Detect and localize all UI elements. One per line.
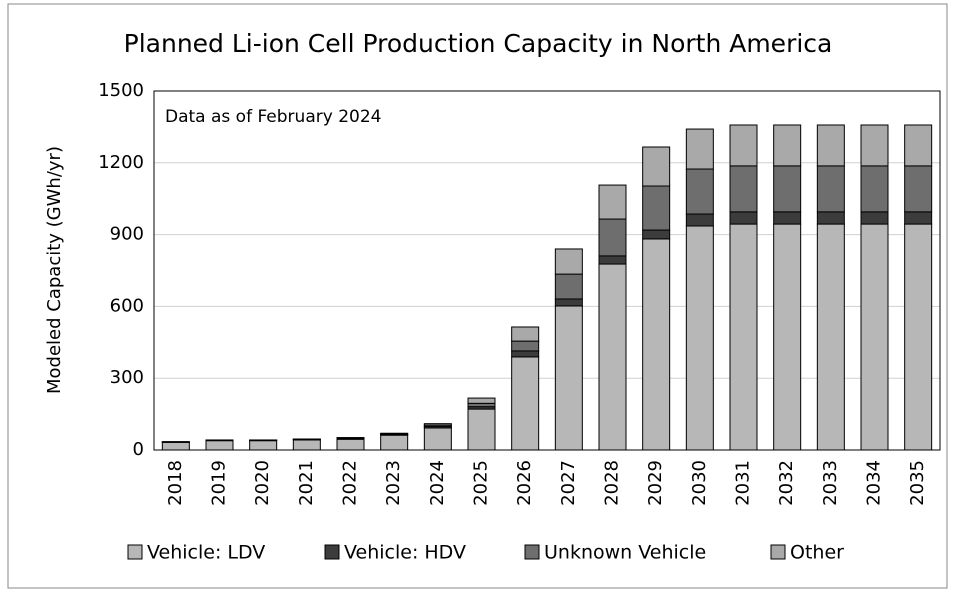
y-tick-label: 300 xyxy=(110,367,144,388)
bar-segment xyxy=(686,226,713,450)
legend-swatch xyxy=(525,545,539,559)
x-tick-label: 2035 xyxy=(907,460,928,506)
bar-segment xyxy=(905,166,932,212)
bar-segment xyxy=(730,224,757,450)
bar-segment xyxy=(817,166,844,212)
bar-segment xyxy=(337,439,364,450)
bar-segment xyxy=(206,441,233,450)
bar-segment xyxy=(643,230,670,239)
x-tick-label: 2029 xyxy=(645,460,666,506)
annotation: Data as of February 2024 xyxy=(165,107,381,127)
bar-segment xyxy=(861,125,888,166)
bar-segment xyxy=(381,435,408,450)
legend-label: Vehicle: HDV xyxy=(344,542,466,564)
bar-segment xyxy=(643,186,670,230)
bar-segment xyxy=(599,264,626,450)
bar-segment xyxy=(686,214,713,226)
bar-segment xyxy=(905,125,932,166)
bar-segment xyxy=(861,224,888,450)
bar-segment xyxy=(817,125,844,166)
bar-segment xyxy=(555,249,582,274)
bar-segment xyxy=(817,212,844,224)
bar-segment xyxy=(643,239,670,450)
bar-segment xyxy=(730,125,757,166)
bar-segment xyxy=(555,299,582,306)
x-tick-label: 2025 xyxy=(471,460,492,506)
bar-segment xyxy=(555,274,582,299)
bar-segment xyxy=(162,442,189,450)
bar-segment xyxy=(730,166,757,212)
x-tick-label: 2018 xyxy=(165,460,186,506)
bar-segment xyxy=(424,428,451,450)
y-tick-label: 900 xyxy=(110,224,144,245)
x-tick-label: 2023 xyxy=(383,460,404,506)
bar-segment xyxy=(555,306,582,450)
chart-title: Planned Li-ion Cell Production Capacity … xyxy=(124,29,833,58)
legend-label: Unknown Vehicle xyxy=(544,542,706,564)
x-tick-label: 2032 xyxy=(776,460,797,506)
y-tick-label: 600 xyxy=(110,295,144,316)
y-tick-label: 1200 xyxy=(98,152,144,173)
bar-segment xyxy=(686,169,713,214)
bar-segment xyxy=(686,129,713,169)
legend-label: Vehicle: LDV xyxy=(147,542,265,564)
bar-segment xyxy=(512,327,539,341)
x-tick-label: 2033 xyxy=(820,460,841,506)
bar-segment xyxy=(512,357,539,450)
bar-segment xyxy=(905,212,932,224)
bar-segment xyxy=(512,341,539,351)
bar-segment xyxy=(643,147,670,186)
bar-segment xyxy=(468,409,495,450)
bar-segment xyxy=(599,185,626,219)
bar-segment xyxy=(774,224,801,450)
bar-segment xyxy=(599,256,626,264)
y-tick-label: 0 xyxy=(133,439,144,460)
x-tick-label: 2030 xyxy=(689,460,710,506)
x-tick-label: 2019 xyxy=(209,460,230,506)
bar-segment xyxy=(730,212,757,224)
legend-swatch xyxy=(771,545,785,559)
bar-segment xyxy=(774,125,801,166)
x-tick-label: 2024 xyxy=(427,460,448,506)
bar-segment xyxy=(861,212,888,224)
bar-segment xyxy=(599,219,626,256)
x-tick-label: 2027 xyxy=(558,460,579,506)
bar-segment xyxy=(250,441,277,450)
y-tick-label: 1500 xyxy=(98,80,144,101)
legend-label: Other xyxy=(790,542,844,564)
bar-segment xyxy=(905,224,932,450)
legend-swatch xyxy=(128,545,142,559)
x-tick-label: 2031 xyxy=(733,460,754,506)
bar-segment xyxy=(512,351,539,357)
x-tick-label: 2028 xyxy=(602,460,623,506)
bar-segment xyxy=(774,166,801,212)
bar-segment xyxy=(468,398,495,403)
x-tick-label: 2034 xyxy=(864,460,885,506)
x-tick-label: 2021 xyxy=(296,460,317,506)
x-tick-label: 2022 xyxy=(340,460,361,506)
bar-segment xyxy=(774,212,801,224)
y-axis-label: Modeled Capacity (GWh/yr) xyxy=(44,146,65,394)
bar-segment xyxy=(861,166,888,212)
legend-swatch xyxy=(325,545,339,559)
bar-segment xyxy=(468,403,495,406)
bar-segment xyxy=(817,224,844,450)
x-tick-label: 2020 xyxy=(252,460,273,506)
bar-segment xyxy=(293,440,320,450)
x-tick-label: 2026 xyxy=(514,460,535,506)
bar-segment xyxy=(424,424,451,425)
